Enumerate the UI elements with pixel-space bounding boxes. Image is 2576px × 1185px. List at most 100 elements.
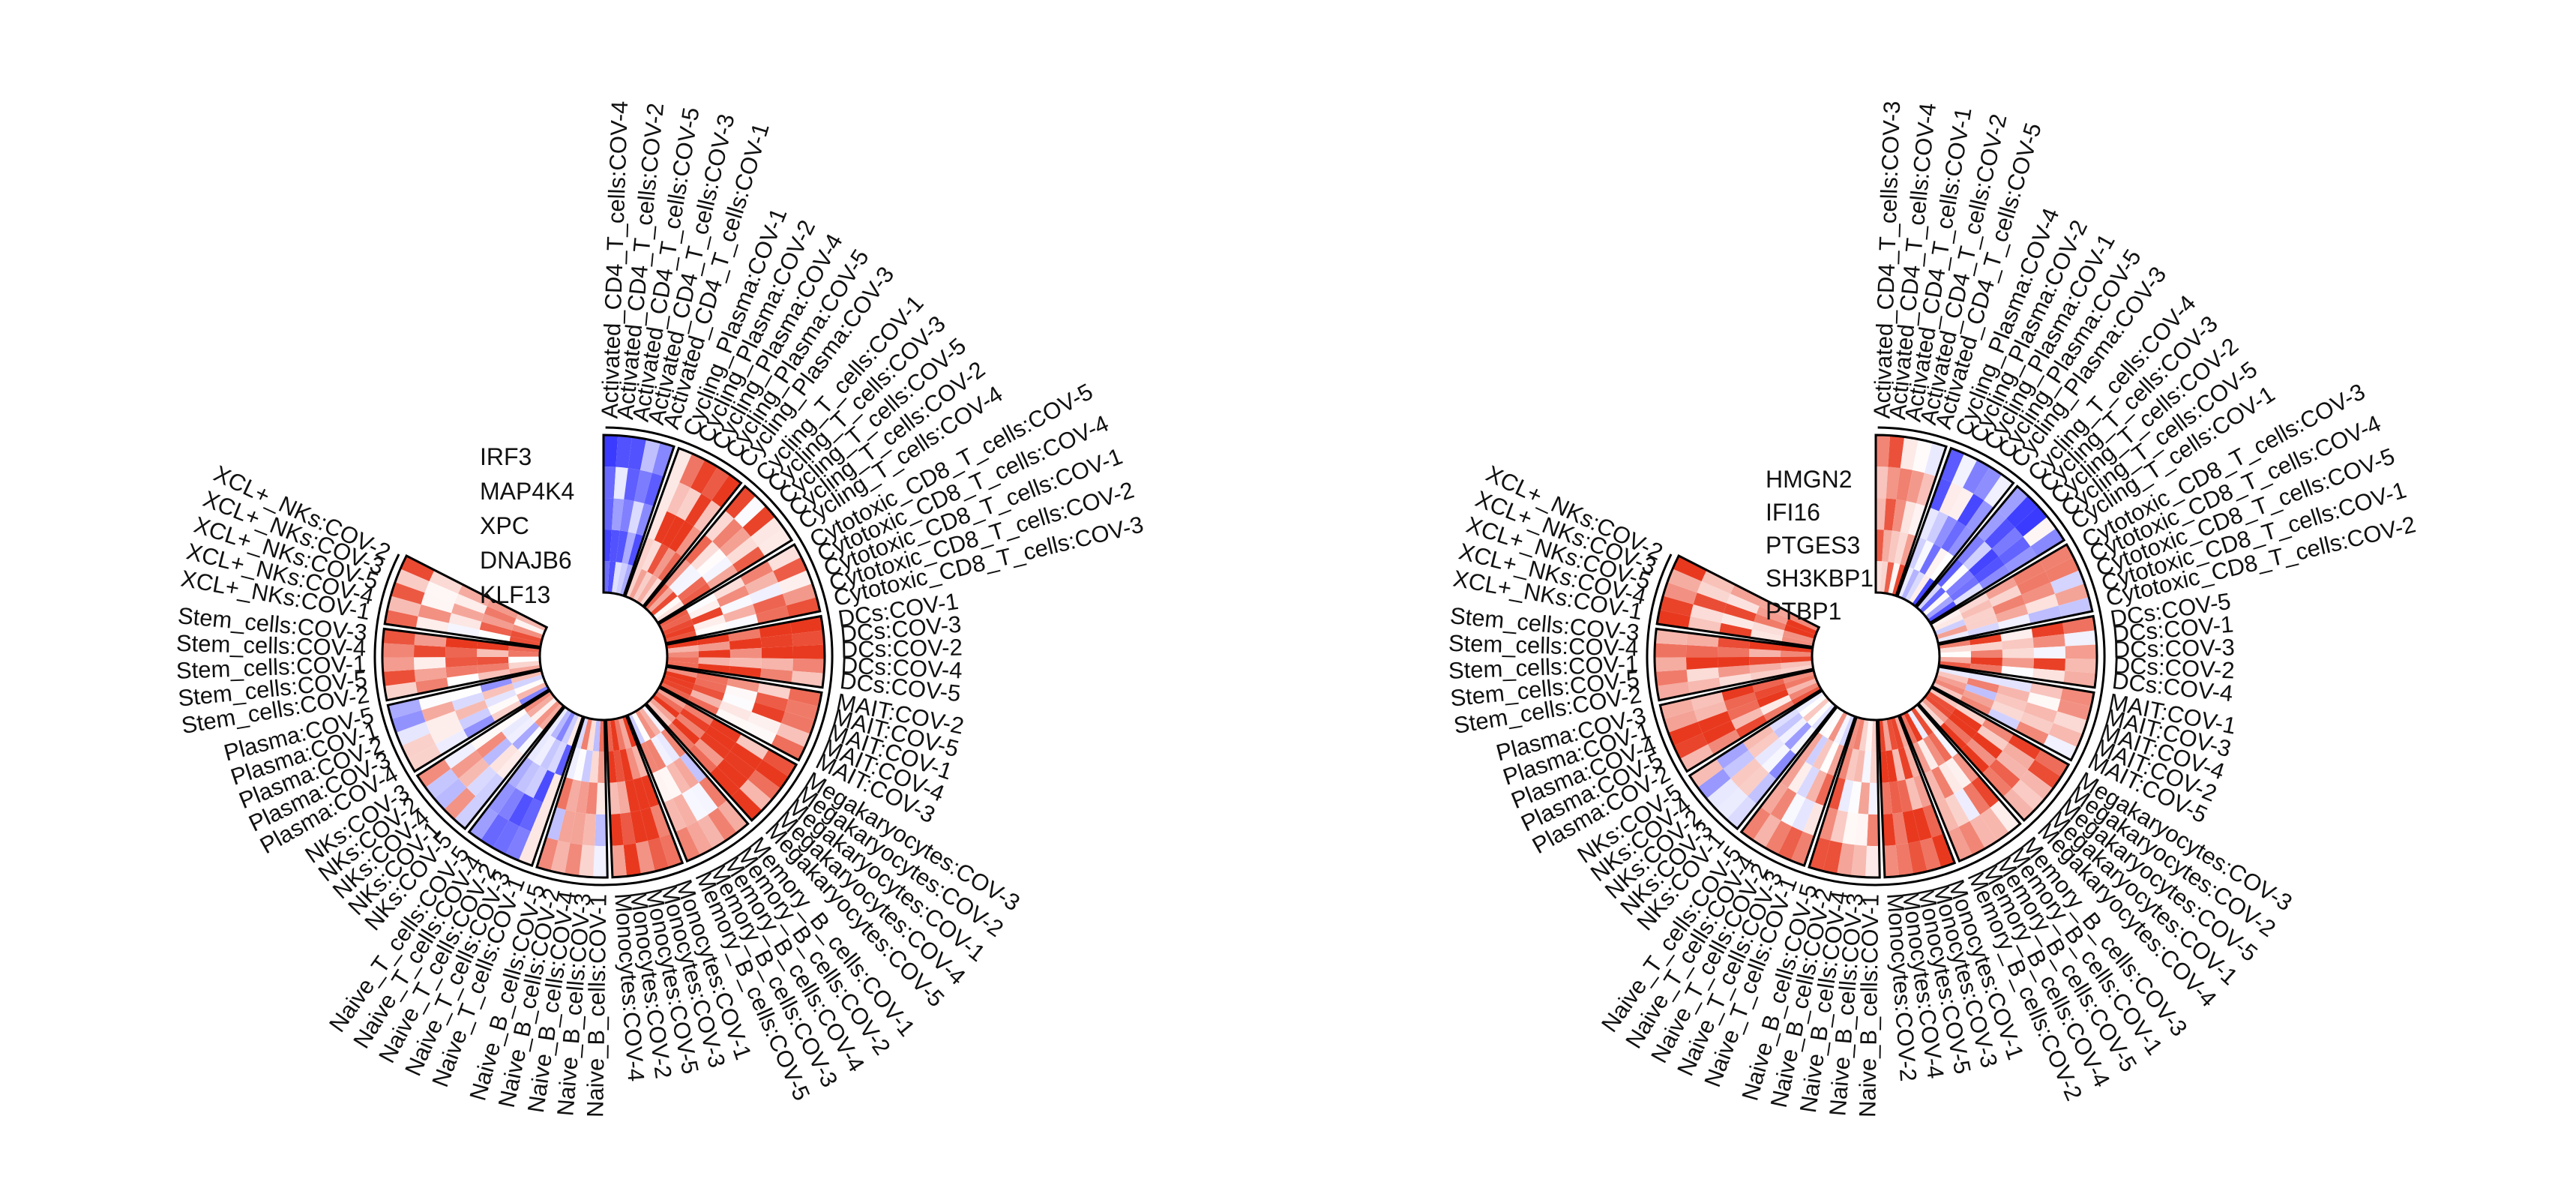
heatmap-cell — [709, 718, 741, 743]
heatmap-cell — [2017, 571, 2051, 595]
heatmap-cell — [1947, 826, 1972, 862]
heatmap-cell — [661, 678, 693, 696]
heatmap-cell — [593, 845, 608, 878]
heatmap-cell — [650, 804, 672, 838]
heatmap-cell — [509, 664, 541, 676]
heatmap-cell — [604, 530, 612, 562]
heatmap-cell — [749, 582, 783, 604]
heatmap-cell — [508, 650, 541, 657]
heatmap-cell — [565, 843, 583, 877]
heatmap-cell — [1940, 448, 1965, 483]
heatmap-cell — [1931, 608, 1961, 628]
heatmap-cell — [1996, 751, 2028, 780]
heatmap-cell — [1908, 574, 1931, 604]
heatmap-cell — [1957, 592, 1990, 614]
heatmap-cell — [550, 840, 571, 874]
heatmap-cell — [1805, 770, 1828, 802]
heatmap-cell — [706, 564, 738, 590]
heatmap-cell — [1667, 568, 1702, 593]
heatmap-cell — [640, 742, 659, 774]
sample-label: Naive_B_cells:COV-1 — [582, 894, 611, 1118]
heatmap-cell — [414, 667, 447, 682]
heatmap-cell — [758, 528, 792, 557]
heatmap-cell — [1931, 833, 1955, 868]
heatmap-cell — [754, 692, 789, 712]
heatmap-cell — [719, 527, 751, 556]
sample-label: DCs:COV-2 — [840, 634, 963, 663]
heatmap-cell — [625, 566, 642, 598]
heatmap-cell — [756, 605, 789, 625]
heatmap-cell — [1898, 747, 1913, 780]
heatmap-cell — [1697, 769, 1731, 799]
circular-heatmap-right: Activated_CD4_T_cells:COV-3Activated_CD4… — [1448, 100, 2418, 1118]
heatmap-cell — [1933, 515, 1957, 548]
heatmap-cell — [1954, 788, 1981, 821]
heatmap-cell — [610, 813, 624, 846]
heatmap-cell — [2012, 560, 2046, 586]
heatmap-cell — [681, 583, 711, 607]
heatmap-cell — [761, 646, 793, 659]
heatmap-cell — [624, 468, 640, 501]
heatmap-cell — [382, 628, 415, 646]
heatmap-cell — [1655, 657, 1687, 672]
heatmap-cell — [1994, 693, 2027, 712]
heatmap-cell — [1919, 507, 1939, 541]
heatmap-cell — [1865, 719, 1873, 752]
heatmap-cell — [1787, 761, 1813, 794]
heatmap-cell — [505, 826, 531, 861]
heatmap-cell — [1760, 782, 1788, 814]
group-border — [1658, 668, 1823, 773]
heatmap-cell — [1907, 710, 1928, 740]
heatmap-cell — [1889, 781, 1903, 814]
heatmap-cell — [1939, 657, 1971, 664]
heatmap-cell — [1778, 826, 1803, 861]
heatmap-cell — [498, 788, 525, 821]
heatmap-cell — [517, 726, 544, 755]
heatmap-cell — [545, 706, 568, 736]
heatmap-cell — [650, 591, 678, 616]
heatmap-cell — [604, 498, 614, 530]
outer-track-arc — [1646, 426, 2106, 886]
heatmap-cell — [445, 656, 478, 668]
heatmap-cell — [762, 748, 797, 777]
heatmap-cell — [1945, 757, 1972, 789]
heatmap-cell — [526, 731, 551, 762]
heatmap-cell — [2033, 658, 2065, 671]
heatmap-cell — [2057, 699, 2092, 721]
heatmap-cell — [2002, 658, 2034, 669]
heatmap-cell — [1960, 599, 1993, 620]
heatmap-cell — [640, 774, 660, 808]
heatmap-cell — [2031, 622, 2065, 638]
heatmap-cell — [1786, 618, 1817, 635]
heatmap-cell — [1859, 718, 1869, 752]
heatmap-cell — [642, 704, 666, 733]
heatmap-cell — [567, 715, 583, 747]
heatmap-cell — [1949, 576, 1979, 602]
heatmap-cell — [1888, 562, 1901, 595]
heatmap-cell — [1883, 844, 1900, 878]
heatmap-cell — [1685, 645, 1718, 658]
heatmap-cell — [1927, 691, 1956, 713]
heatmap-cell — [704, 510, 735, 542]
heatmap-cell — [723, 604, 756, 622]
heatmap-cell — [683, 703, 714, 726]
heatmap-cell — [414, 657, 446, 670]
heatmap-cell — [385, 610, 418, 628]
heatmap-cell — [1690, 604, 1724, 623]
heatmap-cell — [635, 841, 655, 874]
heatmap-cell — [556, 711, 576, 742]
heatmap-cell — [635, 710, 656, 740]
group-border — [644, 686, 798, 823]
heatmap-cell — [1679, 744, 1714, 772]
heatmap-cell — [454, 700, 488, 721]
heatmap-cell — [1697, 581, 1731, 604]
heatmap-cell — [1880, 751, 1889, 783]
heatmap-cell — [1984, 576, 2017, 600]
heatmap-cell — [451, 692, 485, 711]
heatmap-cell — [1929, 478, 1952, 512]
heatmap-cell — [1784, 624, 1816, 639]
heatmap-cell — [622, 532, 637, 565]
heatmap-cell — [1724, 692, 1757, 711]
heatmap-cell — [1736, 715, 1768, 739]
